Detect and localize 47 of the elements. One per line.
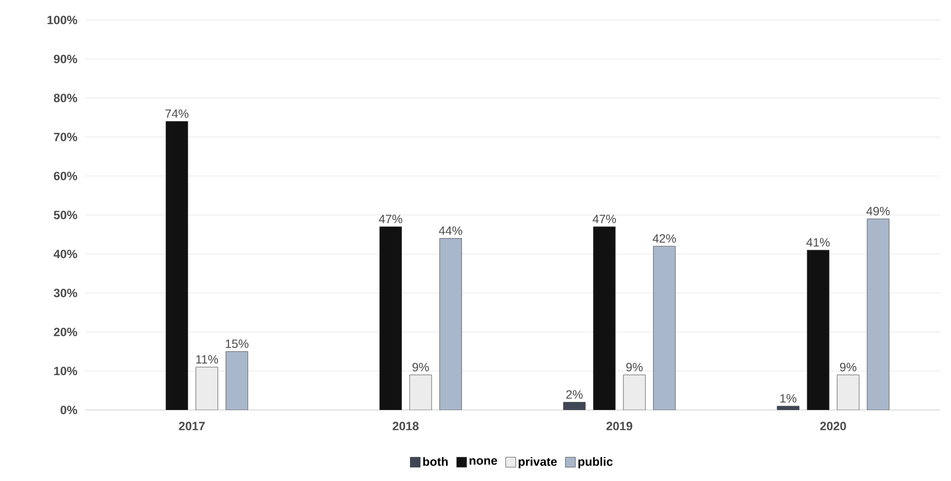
bar bbox=[379, 226, 402, 410]
data-label: 1% bbox=[780, 394, 796, 403]
data-label: 9% bbox=[412, 362, 429, 372]
data-label: 42% bbox=[652, 234, 676, 243]
x-tick-label: 2020 bbox=[820, 422, 846, 430]
y-tick-label: 40% bbox=[54, 250, 78, 258]
y-tick-label: 60% bbox=[54, 172, 78, 180]
y-tick-label: 30% bbox=[54, 288, 78, 298]
data-label: 47% bbox=[378, 214, 402, 224]
data-label: 44% bbox=[438, 226, 462, 235]
bar bbox=[196, 366, 218, 410]
bar bbox=[593, 226, 616, 410]
y-tick-label: 90% bbox=[54, 54, 78, 64]
bar bbox=[226, 351, 248, 410]
y-tick-label: 80% bbox=[54, 94, 78, 102]
bar bbox=[166, 121, 188, 410]
bar bbox=[866, 218, 890, 410]
bar bbox=[836, 374, 860, 410]
data-label: 41% bbox=[806, 238, 830, 247]
data-label: 49% bbox=[866, 206, 890, 216]
y-tick-label: 70% bbox=[54, 132, 78, 142]
bar bbox=[623, 374, 646, 410]
data-label: 2% bbox=[566, 390, 583, 399]
data-label: 47% bbox=[592, 214, 616, 224]
legend-label: none bbox=[470, 458, 498, 465]
bar bbox=[653, 246, 676, 410]
bar bbox=[563, 402, 586, 410]
y-tick-label: 0% bbox=[60, 406, 78, 414]
x-tick-label: 2019 bbox=[606, 422, 632, 430]
y-tick-label: 100% bbox=[48, 16, 78, 24]
bar bbox=[776, 406, 800, 410]
data-label: 11% bbox=[196, 355, 218, 364]
y-tick-label: 20% bbox=[54, 328, 78, 336]
data-label: 74% bbox=[165, 109, 188, 118]
legend-label: both bbox=[423, 457, 448, 466]
legend-label: private bbox=[518, 457, 557, 468]
bar bbox=[439, 238, 462, 410]
x-tick-label: 2018 bbox=[392, 422, 419, 430]
y-tick-label: 10% bbox=[54, 366, 78, 376]
bar bbox=[806, 250, 830, 410]
x-tick-label: 2017 bbox=[178, 422, 205, 430]
y-tick-label: 50% bbox=[54, 210, 78, 220]
data-label: 9% bbox=[840, 362, 856, 372]
bar bbox=[409, 374, 432, 410]
legend-label: public bbox=[578, 457, 613, 468]
data-label: 9% bbox=[626, 362, 643, 372]
data-label: 15% bbox=[226, 340, 248, 348]
